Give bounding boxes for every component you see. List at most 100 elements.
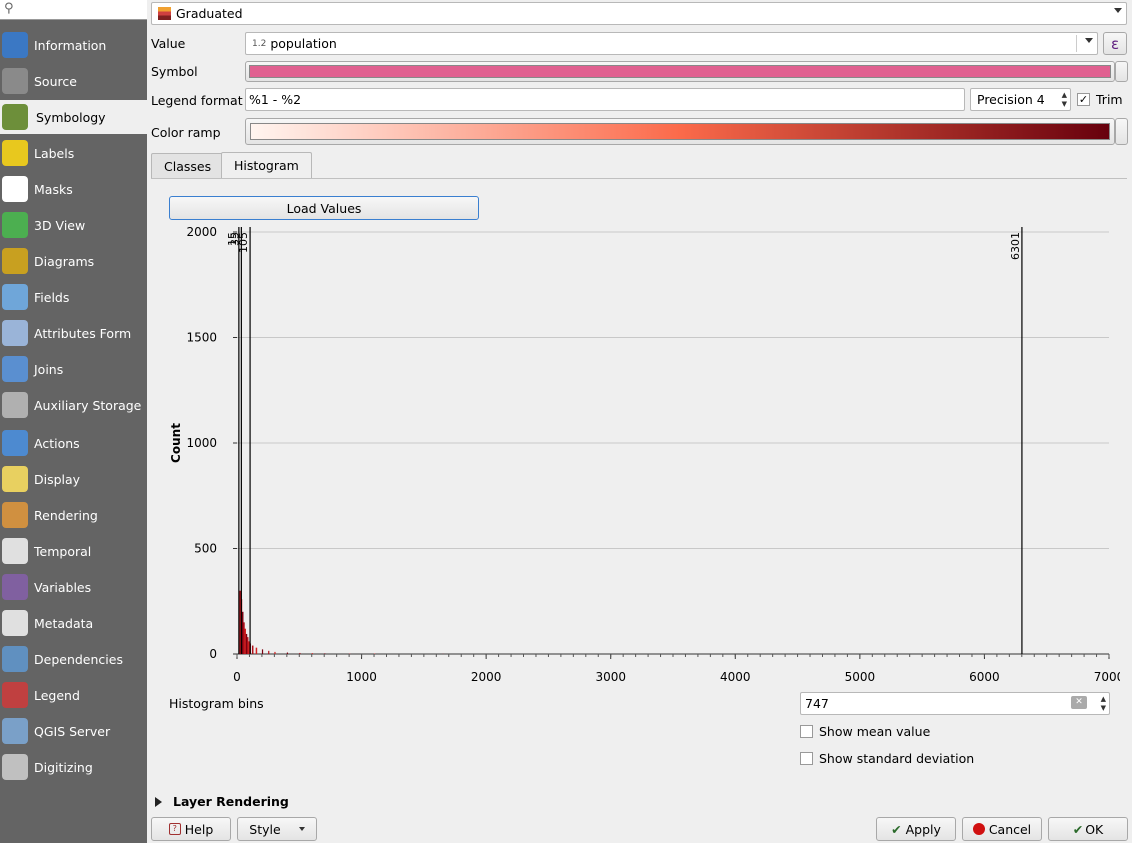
database-icon: [2, 392, 28, 418]
layer-rendering-label: Layer Rendering: [173, 794, 289, 809]
sidebar-item-actions[interactable]: Actions: [0, 426, 147, 460]
ok-check-icon: ✔: [1072, 821, 1084, 837]
symbol-button[interactable]: [245, 61, 1115, 82]
diagram-icon: [2, 248, 28, 274]
sidebar-item-label: Metadata: [34, 615, 94, 631]
tab-classes[interactable]: Classes: [151, 153, 225, 178]
tab-divider: [151, 178, 1127, 179]
help-button[interactable]: ? Help: [151, 817, 231, 841]
sidebar-item-display[interactable]: Display: [0, 462, 147, 496]
symbol-menu-button[interactable]: [1115, 61, 1128, 82]
sidebar-item-label: Joins: [34, 361, 64, 377]
x-tick-label: 7000: [1094, 670, 1120, 684]
spin-arrows-icon: ▲ ▼: [1061, 91, 1067, 108]
help-icon: ?: [168, 823, 181, 835]
show-std-label: Show standard deviation: [819, 751, 975, 766]
sidebar-item-information[interactable]: Information: [0, 28, 147, 62]
sidebar-item-joins[interactable]: Joins: [0, 352, 147, 386]
precision-spinbox[interactable]: Precision 4 ▲ ▼: [970, 88, 1071, 111]
gears-icon: [2, 68, 28, 94]
symbol-label: Symbol: [151, 64, 198, 79]
check-mark-icon: ✓: [1078, 93, 1089, 106]
y-tick-label: 1000: [186, 436, 217, 450]
cancel-button[interactable]: Cancel: [962, 817, 1042, 841]
color-ramp-button[interactable]: [245, 118, 1115, 145]
sidebar-item-label: Attributes Form: [34, 325, 132, 341]
sidebar-item-fields[interactable]: Fields: [0, 280, 147, 314]
expand-arrow-icon: [155, 796, 162, 807]
x-tick-label: 5000: [845, 670, 876, 684]
tab-histogram[interactable]: Histogram: [221, 152, 312, 178]
histogram-bar: [243, 622, 245, 654]
trim-checkbox[interactable]: ✓: [1077, 93, 1090, 106]
renderer-combo[interactable]: Graduated: [151, 2, 1127, 25]
histogram-bar: [311, 653, 313, 654]
renderer-selected: Graduated: [176, 6, 243, 21]
histogram-bar: [286, 652, 289, 654]
sidebar-item-symbology[interactable]: Symbology: [0, 100, 147, 134]
sidebar-item-label: Temporal: [34, 543, 92, 559]
sidebar-item-label: Display: [34, 471, 81, 487]
histogram-bins-spinbox[interactable]: 747 ✕ ▲ ▼: [800, 692, 1110, 715]
form-icon: [2, 320, 28, 346]
help-label: Help: [184, 821, 214, 837]
layer-rendering-toggle[interactable]: Layer Rendering: [155, 794, 289, 809]
sidebar-item-dependencies[interactable]: Dependencies: [0, 642, 147, 676]
cube-3d-icon: [2, 212, 28, 238]
sidebar-item-metadata[interactable]: Metadata: [0, 606, 147, 640]
color-ramp-menu-button[interactable]: [1115, 118, 1128, 145]
sidebar-item-label: Auxiliary Storage: [34, 397, 142, 413]
clock-icon: [2, 538, 28, 564]
sidebar-search-input[interactable]: [18, 1, 143, 18]
search-icon: ⚲: [4, 1, 14, 16]
x-tick-label: 0: [233, 670, 241, 684]
histogram-bar: [299, 652, 301, 654]
histogram-bar: [244, 628, 246, 654]
apply-button[interactable]: ✔ Apply: [876, 817, 956, 841]
clear-icon[interactable]: ✕: [1071, 696, 1087, 709]
sidebar-item-legend[interactable]: Legend: [0, 678, 147, 712]
class-break-label: 6301: [1009, 232, 1022, 260]
histogram-bar: [239, 590, 241, 654]
ok-label: OK: [1085, 821, 1104, 837]
color-ramp-swatch: [250, 123, 1110, 140]
style-button[interactable]: Style: [237, 817, 317, 841]
sidebar-item-qgis-server[interactable]: QGIS Server: [0, 714, 147, 748]
value-field-combo[interactable]: 1.2 population: [245, 32, 1098, 55]
histogram-bar: [245, 633, 248, 654]
histogram-bar: [241, 611, 244, 654]
legend-format-input[interactable]: %1 - %2: [245, 88, 965, 111]
sidebar-item-label: Legend: [34, 687, 80, 703]
expression-button[interactable]: ε: [1103, 32, 1127, 55]
value-label: Value: [151, 36, 186, 51]
show-mean-label: Show mean value: [819, 724, 931, 739]
joins-icon: [2, 356, 28, 382]
legend-format-value: %1 - %2: [249, 92, 302, 107]
sidebar-item-diagrams[interactable]: Diagrams: [0, 244, 147, 278]
sidebar-search[interactable]: ⚲: [0, 0, 147, 20]
sidebar-item-digitizing[interactable]: Digitizing: [0, 750, 147, 784]
sidebar-item-3d-view[interactable]: 3D View: [0, 208, 147, 242]
show-mean-checkbox[interactable]: [800, 725, 813, 738]
sidebar-item-label: Variables: [34, 579, 92, 595]
sidebar-item-auxiliary-storage[interactable]: Auxiliary Storage: [0, 388, 147, 422]
load-values-button[interactable]: Load Values: [169, 196, 479, 220]
sidebar-item-label: Diagrams: [34, 253, 95, 269]
sidebar-item-masks[interactable]: Masks: [0, 172, 147, 206]
sidebar-item-rendering[interactable]: Rendering: [0, 498, 147, 532]
abc-mask-icon: [2, 176, 28, 202]
sidebar-item-variables[interactable]: Variables: [0, 570, 147, 604]
sidebar-item-temporal[interactable]: Temporal: [0, 534, 147, 568]
sidebar-item-source[interactable]: Source: [0, 64, 147, 98]
histogram-bar: [268, 650, 270, 654]
ok-button[interactable]: ✔ OK: [1048, 817, 1128, 841]
y-tick-label: 500: [194, 542, 217, 556]
show-std-checkbox[interactable]: [800, 752, 813, 765]
sidebar-item-labels[interactable]: Labels: [0, 136, 147, 170]
sidebar-item-label: 3D View: [34, 217, 86, 233]
abc-label-icon: [2, 140, 28, 166]
speech-bubble-icon: [2, 466, 28, 492]
histogram-bar: [246, 637, 249, 654]
sidebar-item-attributes-form[interactable]: Attributes Form: [0, 316, 147, 350]
histogram-svg: 0 500 1000 1500 2000 0 1000 2000 3000 4000 5000 600…: [169, 225, 1124, 684]
